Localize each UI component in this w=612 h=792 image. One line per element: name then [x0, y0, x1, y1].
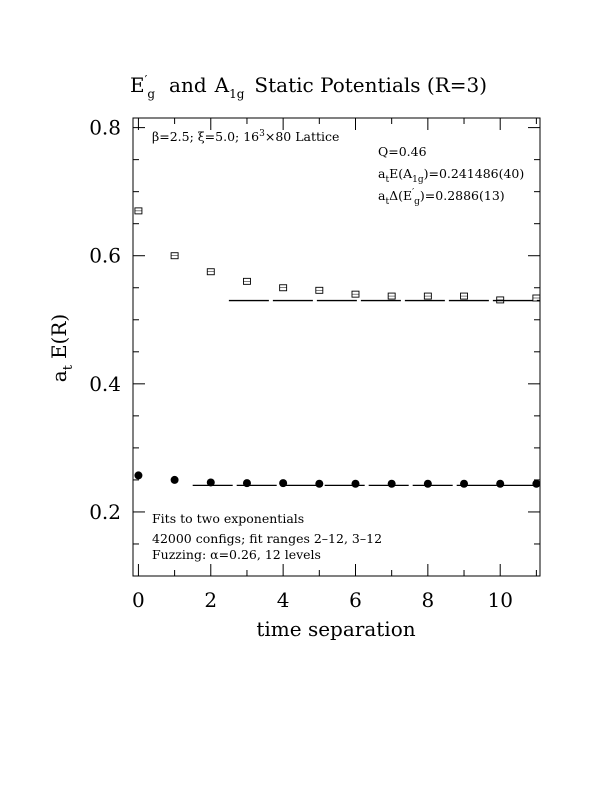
- annotation-energy: atE(A1g)=0.241486(40): [378, 166, 524, 185]
- data-point-circle: [170, 475, 179, 484]
- annotation-configs: 42000 configs; fit ranges 2–12, 3–12: [152, 531, 382, 546]
- data-point-circle: [242, 479, 251, 488]
- y-tick-label: 0.2: [89, 500, 121, 524]
- data-point-circle: [532, 479, 541, 488]
- annotation-fits: Fits to two exponentials: [152, 511, 304, 526]
- plot-frame: [132, 117, 541, 577]
- x-tick-label: 8: [421, 588, 434, 612]
- annotation-fuzzing: Fuzzing: α=0.26, 12 levels: [152, 547, 321, 562]
- y-tick-label: 0.4: [89, 372, 121, 396]
- data-point-circle: [279, 479, 288, 488]
- data-point-circle: [423, 479, 432, 488]
- x-tick-label: 6: [349, 588, 362, 612]
- x-tick-label: 10: [487, 588, 512, 612]
- data-point-circle: [134, 471, 143, 480]
- data-point-circle: [496, 479, 505, 488]
- y-tick-label: 0.6: [89, 244, 121, 268]
- annotation-q: Q=0.46: [378, 144, 427, 159]
- annotation-lattice: β=2.5; ξ=5.0; 163×80 Lattice: [152, 129, 339, 144]
- axis-ticks: 0 2 4 6 8 10 0.2 0.4 0.6 0.8: [89, 116, 540, 612]
- data-point-circle: [387, 479, 396, 488]
- data-point-circle: [460, 479, 469, 488]
- data-point-circle: [351, 479, 360, 488]
- data-points: [134, 207, 541, 488]
- data-point-circle: [206, 478, 215, 487]
- annotation-delta: atΔ(E′g)=0.2886(13): [378, 188, 505, 207]
- x-tick-label: 2: [204, 588, 217, 612]
- chart-title: E′g and A1g Static Potentials (R=3): [130, 73, 487, 101]
- data-point-circle: [315, 479, 324, 488]
- x-axis-label: time separation: [256, 617, 415, 641]
- x-tick-label: 0: [132, 588, 145, 612]
- fit-lines: [192, 299, 540, 487]
- x-tick-label: 4: [277, 588, 290, 612]
- y-axis-label: atE(R): [47, 314, 76, 382]
- y-tick-label: 0.8: [89, 116, 121, 140]
